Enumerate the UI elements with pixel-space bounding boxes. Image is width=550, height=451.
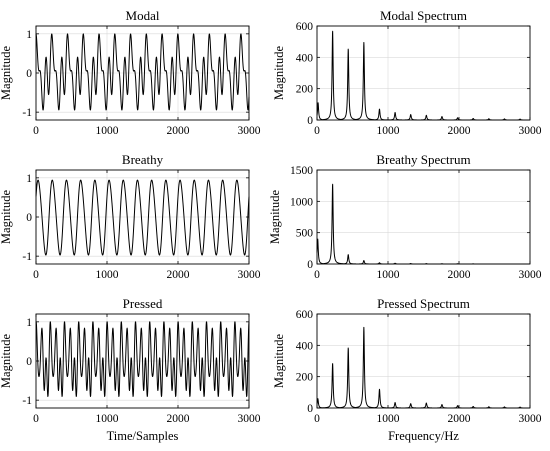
y-tick-label: 0 — [307, 115, 313, 127]
series-line-breathy — [35, 179, 250, 256]
x-tick-label: 2000 — [448, 269, 471, 281]
chart-title: Modal Spectrum — [380, 8, 467, 23]
x-tick-label: 2000 — [167, 125, 190, 137]
y-tick-label: 0 — [26, 212, 32, 224]
x-tick-label: 1000 — [377, 269, 400, 281]
x-tick-label: 1000 — [96, 413, 119, 425]
x-tick-label: 3000 — [519, 413, 542, 425]
panel-modal-spectrum: 0 1000 2000 3000 0 200 400 600 Modal Spectrum Mag… — [272, 8, 542, 137]
x-tick-label: 1000 — [96, 269, 119, 281]
y-tick-label: 1000 — [290, 196, 313, 208]
y-axis-label: Magnitude — [0, 189, 13, 244]
plot-frame — [316, 313, 531, 409]
chart-title: Pressed Spectrum — [377, 296, 470, 311]
x-tick-label: 3000 — [238, 125, 261, 137]
x-tick-label: 1000 — [377, 125, 400, 137]
y-tick-label: 1500 — [290, 165, 313, 177]
chart-title: Pressed — [123, 296, 163, 311]
y-tick-label: -1 — [22, 107, 32, 119]
x-tick-label: 1000 — [96, 125, 119, 137]
y-tick-label: 0 — [307, 403, 313, 415]
y-tick-label: 400 — [296, 340, 314, 352]
y-tick-label: 0 — [26, 68, 32, 80]
plot-frame — [316, 25, 531, 121]
panel-pressed-spectrum: 0 1000 2000 3000 0 200 400 600 Pressed Spectrum M… — [272, 296, 542, 443]
chart-title: Breathy — [122, 152, 164, 167]
x-tick-label: 3000 — [238, 413, 261, 425]
plot-frame — [316, 169, 531, 265]
y-tick-label: 400 — [296, 52, 314, 64]
x-tick-label: 0 — [33, 269, 39, 281]
panel-breathy-spectrum: 0 1000 2000 3000 0 500 1000 1500 Breathy Spectru… — [268, 152, 542, 281]
y-tick-label: 600 — [296, 21, 314, 33]
series-line-pressed — [35, 321, 250, 397]
chart-title: Breathy Spectrum — [376, 152, 470, 167]
x-tick-label: 3000 — [238, 269, 261, 281]
x-tick-label: 0 — [33, 125, 39, 137]
x-tick-label: 3000 — [519, 269, 542, 281]
y-axis-label: Magnitude — [268, 189, 282, 244]
x-tick-label: 0 — [314, 269, 320, 281]
y-tick-label: 200 — [296, 372, 314, 384]
x-tick-label: 0 — [314, 125, 320, 137]
x-tick-label: 0 — [33, 413, 39, 425]
chart-title: Modal — [126, 8, 160, 23]
x-tick-label: 2000 — [448, 125, 471, 137]
y-tick-label: 0 — [26, 356, 32, 368]
series-line-modal — [35, 33, 250, 111]
series-line-breathy-spectrum — [316, 183, 531, 265]
y-tick-label: 1 — [26, 29, 32, 41]
y-tick-label: 600 — [296, 309, 314, 321]
x-tick-label: 0 — [314, 413, 320, 425]
y-tick-label: 0 — [307, 259, 313, 271]
y-tick-label: -1 — [22, 395, 32, 407]
y-axis-label: Magnitude — [272, 45, 286, 100]
y-tick-label: -1 — [22, 251, 32, 263]
y-tick-label: 200 — [296, 84, 314, 96]
series-line-modal-spectrum — [316, 30, 531, 121]
y-tick-label: 500 — [296, 228, 314, 240]
y-axis-label: Magnitude — [272, 333, 286, 388]
x-tick-label: 2000 — [448, 413, 471, 425]
y-axis-label: Magnitude — [0, 45, 13, 100]
y-axis-label: Magnitude — [0, 333, 13, 388]
panel-pressed: 0 1000 2000 3000-101PressedMagnitudeTime/Sa… — [0, 296, 261, 443]
x-axis-label: Time/Samples — [107, 429, 179, 443]
x-axis-label: Frequency/Hz — [388, 429, 459, 443]
x-tick-label: 3000 — [519, 125, 542, 137]
x-tick-label: 2000 — [167, 413, 190, 425]
series-line-pressed-spectrum — [316, 326, 531, 409]
y-tick-label: 1 — [26, 317, 32, 329]
x-tick-label: 2000 — [167, 269, 190, 281]
y-tick-label: 1 — [26, 173, 32, 185]
x-tick-label: 1000 — [377, 413, 400, 425]
